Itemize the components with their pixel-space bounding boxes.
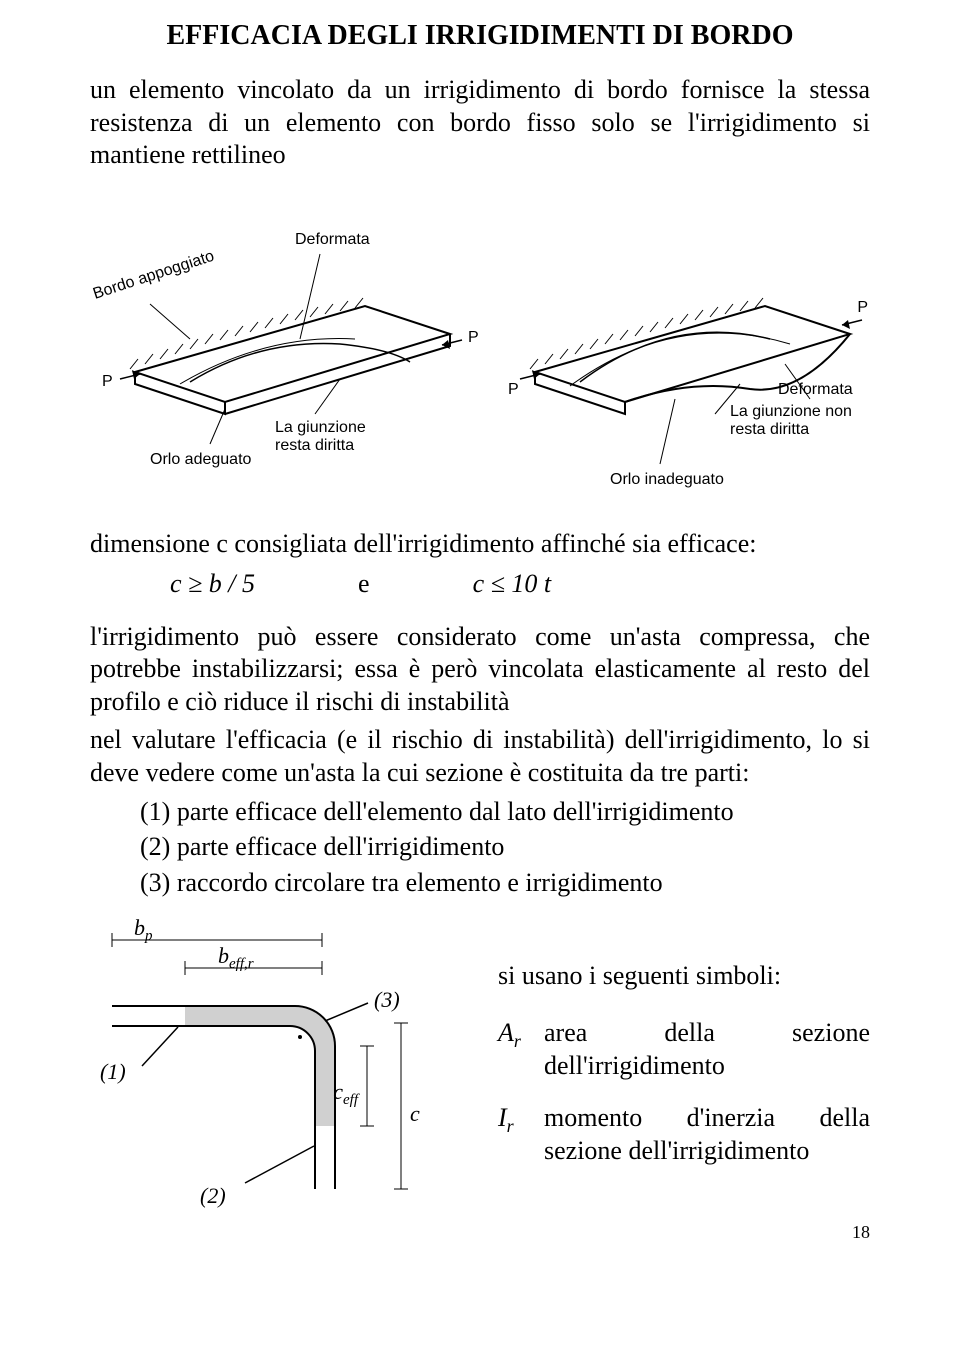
- list-item-1: (1) parte efficace dell'elemento dal lat…: [140, 795, 870, 828]
- formula-row: c ≥ b / 5 e c ≤ 10 t: [90, 569, 870, 599]
- para-compressed-strut: l'irrigidimento può essere considerato c…: [90, 621, 870, 719]
- figure-deformation: Deformata Bordo appoggiato P P La giunzi…: [90, 184, 870, 504]
- fig1-label-giunz-l2: resta diritta: [275, 437, 354, 454]
- fig1-label-p-r2: P: [508, 381, 519, 398]
- para-three-parts: nel valutare l'efficacia (e il rischio d…: [90, 724, 870, 789]
- fig1-label-p-l2: P: [468, 329, 479, 346]
- symbols-lead: si usano i seguenti simboli:: [498, 959, 870, 992]
- fig2-n1: (1): [100, 1059, 126, 1084]
- dimension-line: dimensione c consigliata dell'irrigidime…: [90, 529, 870, 559]
- fig1-label-orlo-l: Orlo adeguato: [150, 451, 252, 468]
- symbol-ar-key: Ar: [498, 1016, 544, 1083]
- fig1-label-giunzn-1: La giunzione non: [730, 403, 852, 420]
- fig2-bp: bp: [134, 915, 153, 944]
- figure-cross-section: bp beff,r c: [90, 911, 470, 1221]
- symbols-column: si usano i seguenti simboli: Ar area del…: [470, 911, 870, 1185]
- formula-e: e: [358, 569, 370, 598]
- fig2-n3: (3): [374, 987, 400, 1012]
- fig1-label-p-r1: P: [857, 299, 868, 316]
- fig1-label-orlo-r: Orlo inadeguato: [610, 471, 724, 488]
- list-item-3: (3) raccordo circolare tra elemento e ir…: [140, 866, 870, 899]
- intro-paragraph: un elemento vincolato da un irrigidiment…: [90, 74, 870, 172]
- fig1-label-giunz-l1: La giunzione: [275, 419, 366, 436]
- fig1-left: [120, 254, 462, 444]
- fig2-n2: (2): [200, 1183, 226, 1208]
- formula-a: c ≥ b / 5: [170, 569, 255, 598]
- fig1-label-p-l1: P: [102, 373, 113, 390]
- page-title: EFFICACIA DEGLI IRRIGIDIMENTI DI BORDO: [90, 20, 870, 52]
- formula-b: c ≤ 10 t: [473, 569, 552, 598]
- symbol-ir-key: Ir: [498, 1101, 544, 1168]
- fig1-label-deformata-r: Deformata: [778, 381, 853, 398]
- symbol-ar: Ar area della sezione dell'irrigidimento: [498, 1016, 870, 1083]
- fig2-c: c: [410, 1101, 420, 1126]
- symbol-ir: Ir momento d'inerzia della sezione dell'…: [498, 1101, 870, 1168]
- fig2-beffr: beff,r: [218, 943, 254, 972]
- page-number: 18: [852, 1222, 870, 1243]
- parts-list: (1) parte efficace dell'elemento dal lat…: [90, 795, 870, 899]
- fig1-label-giunzn-2: resta diritta: [730, 421, 809, 438]
- list-item-2: (2) parte efficace dell'irrigidimento: [140, 830, 870, 863]
- symbol-ir-desc: momento d'inerzia della sezione dell'irr…: [544, 1101, 870, 1168]
- page: EFFICACIA DEGLI IRRIGIDIMENTI DI BORDO u…: [0, 0, 960, 1251]
- fig1-label-deformata-l: Deformata: [295, 231, 370, 248]
- symbol-ar-desc: area della sezione dell'irrigidimento: [544, 1016, 870, 1083]
- fig1-label-bordo: Bordo appoggiato: [91, 247, 216, 302]
- bottom-row: bp beff,r c: [90, 911, 870, 1221]
- fig2-ceff: ceff: [333, 1079, 360, 1108]
